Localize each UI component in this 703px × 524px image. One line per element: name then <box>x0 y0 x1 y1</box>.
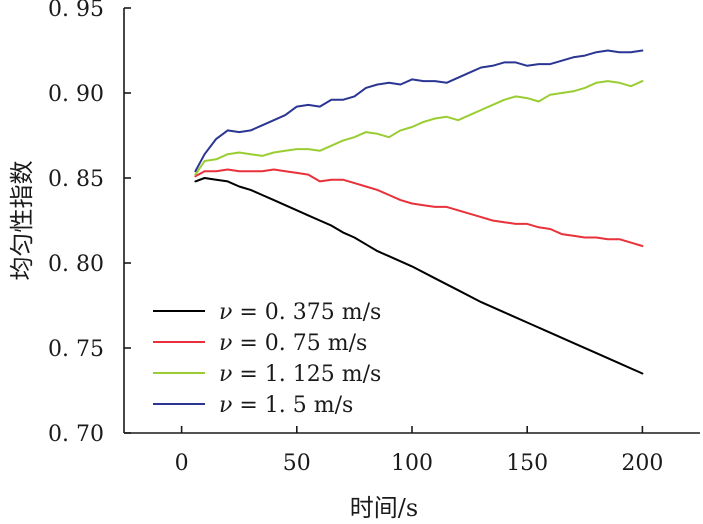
legend-value: = 0. 75 m/s <box>232 331 367 356</box>
legend-variable: ν <box>219 393 232 418</box>
x-ticks: 0 50 100 150 200 <box>175 426 663 476</box>
y-ticks: 0. 70 0. 75 0. 80 0. 85 0. 90 0. 95 <box>48 0 131 447</box>
y-tick-label: 0. 90 <box>48 82 104 107</box>
y-tick-label: 0. 70 <box>48 422 104 447</box>
legend-value: = 0. 375 m/s <box>232 300 381 325</box>
legend-variable: ν <box>219 331 232 356</box>
series-line-1 <box>194 177 644 375</box>
x-tick-label: 0 <box>175 451 189 476</box>
y-tick-label: 0. 75 <box>48 337 104 362</box>
x-tick-label: 200 <box>621 451 663 476</box>
legend-item: ν = 1. 125 m/s <box>153 362 381 387</box>
series-line-3 <box>194 80 644 176</box>
y-tick-label: 0. 80 <box>48 252 104 277</box>
series-group <box>194 49 644 375</box>
y-axis-title: 均匀性指数 <box>8 161 36 281</box>
legend-label: ν = 0. 375 m/s <box>219 300 381 325</box>
legend-label: ν = 0. 75 m/s <box>219 331 367 356</box>
x-tick-label: 150 <box>506 451 548 476</box>
x-tick-label: 100 <box>391 451 433 476</box>
legend-item: ν = 0. 75 m/s <box>153 331 367 356</box>
legend-label: ν = 1. 5 m/s <box>219 393 353 418</box>
y-tick-label: 0. 85 <box>48 167 104 192</box>
legend-value: = 1. 125 m/s <box>232 362 381 387</box>
axes <box>123 8 700 434</box>
legend-value: = 1. 5 m/s <box>232 393 353 418</box>
legend-variable: ν <box>219 362 232 387</box>
x-tick-label: 50 <box>283 451 311 476</box>
series-line-4 <box>194 49 644 173</box>
legend-label: ν = 1. 125 m/s <box>219 362 381 387</box>
x-axis-title: 时间/s <box>350 494 418 522</box>
legend-item: ν = 0. 375 m/s <box>153 300 381 325</box>
y-tick-label: 0. 95 <box>48 0 104 22</box>
legend-item: ν = 1. 5 m/s <box>153 393 353 418</box>
legend: ν = 0. 375 m/sν = 0. 75 m/sν = 1. 125 m/… <box>153 300 381 418</box>
legend-variable: ν <box>219 300 232 325</box>
series-line-2 <box>194 168 644 247</box>
